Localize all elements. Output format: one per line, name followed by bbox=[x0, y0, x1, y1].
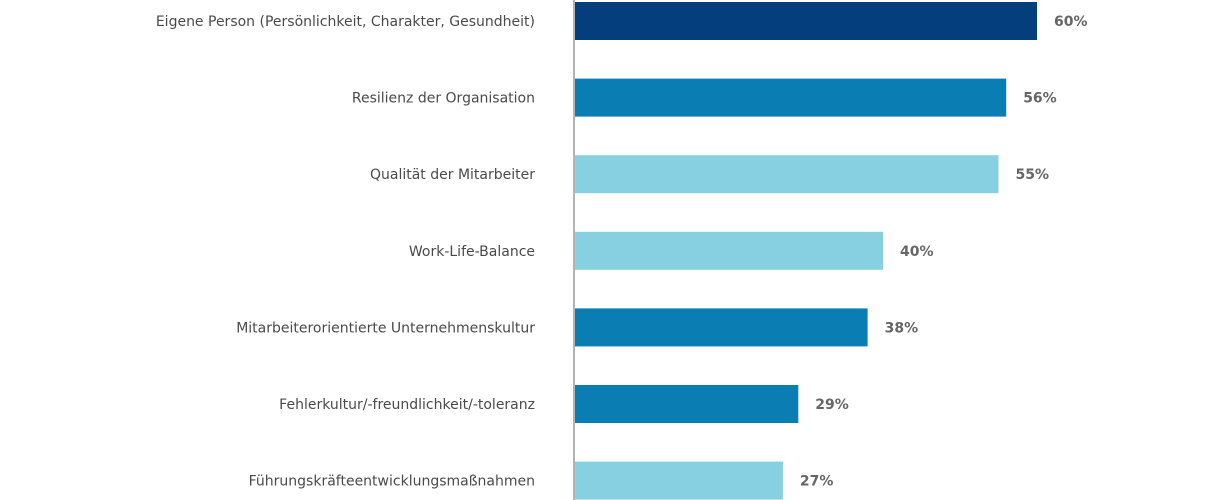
bar bbox=[575, 155, 999, 194]
value-label: 56% bbox=[1023, 91, 1057, 107]
category-label: Mitarbeiterorientierte Unternehmenskultu… bbox=[236, 320, 535, 336]
value-label: 55% bbox=[1016, 167, 1050, 183]
value-label: 40% bbox=[900, 244, 934, 260]
value-label: 38% bbox=[885, 320, 919, 336]
bar bbox=[575, 78, 1007, 117]
bar bbox=[575, 231, 883, 270]
value-label: 60% bbox=[1054, 14, 1088, 30]
category-label: Eigene Person (Persönlichkeit, Charakter… bbox=[156, 14, 535, 30]
value-label: 27% bbox=[800, 474, 834, 490]
bar bbox=[575, 308, 868, 347]
category-label: Fehlerkultur/-freundlichkeit/-toleranz bbox=[279, 397, 535, 413]
category-label: Qualität der Mitarbeiter bbox=[370, 167, 535, 183]
value-label: 29% bbox=[815, 397, 849, 413]
category-label: Resilienz der Organisation bbox=[352, 91, 535, 107]
category-label: Work-Life-Balance bbox=[409, 244, 535, 260]
bar bbox=[575, 385, 799, 423]
bar bbox=[575, 2, 1037, 40]
category-label: Führungskräfteentwicklungsmaßnahmen bbox=[249, 474, 535, 490]
bar bbox=[575, 461, 783, 500]
